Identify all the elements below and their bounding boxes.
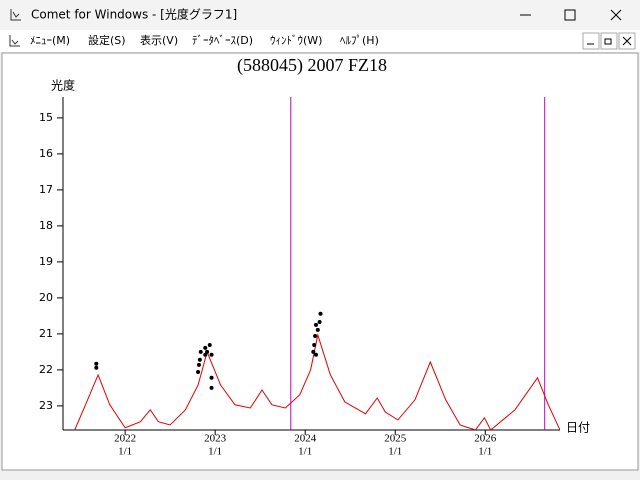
- observation-point: [203, 352, 208, 357]
- x-axis-label: 日付: [566, 421, 590, 435]
- menu-item[interactable]: 設定(S): [88, 33, 126, 47]
- x-tick-label: 2026: [474, 433, 497, 445]
- observation-point: [209, 385, 214, 390]
- menu-item[interactable]: ﾍﾙﾌﾟ(H): [340, 34, 379, 47]
- x-tick-label: 2022: [114, 433, 136, 445]
- observation-point: [313, 334, 318, 339]
- observation-point: [209, 375, 214, 380]
- observation-point: [198, 349, 203, 354]
- mdi-restore[interactable]: [600, 32, 618, 50]
- y-tick-label: 22: [39, 363, 53, 376]
- chart-title: (588045) 2007 FZ18: [237, 55, 387, 76]
- observation-point: [205, 349, 210, 354]
- maximize-button[interactable]: [564, 9, 576, 21]
- window-title: Comet for Windows - [光度グラフ1]: [31, 7, 237, 22]
- menu-bar: [0, 30, 640, 52]
- observation-point: [94, 365, 99, 370]
- observation-point: [312, 343, 317, 348]
- observation-point: [314, 322, 319, 327]
- x-tick-label: 2023: [204, 433, 227, 445]
- app-icon: [10, 9, 21, 21]
- mdi-controls: [582, 32, 636, 50]
- y-tick-label: 23: [39, 399, 53, 412]
- observation-point: [197, 357, 202, 362]
- y-tick-label: 19: [39, 255, 53, 268]
- y-tick-label: 15: [39, 111, 53, 124]
- x-tick-label: 2025: [384, 433, 407, 445]
- observation-point: [196, 362, 201, 367]
- menu-item[interactable]: ﾒﾆｭｰ(M): [30, 34, 70, 47]
- observation-point: [311, 349, 316, 354]
- observation-point: [315, 327, 320, 332]
- x-tick-sublabel: 1/1: [388, 446, 402, 458]
- title-bar: [0, 0, 640, 30]
- observation-point: [314, 352, 319, 357]
- mdi-icon: [9, 35, 20, 47]
- y-tick-label: 18: [39, 219, 53, 232]
- x-tick-sublabel: 1/1: [118, 446, 132, 458]
- observation-point: [317, 320, 322, 324]
- x-tick-sublabel: 1/1: [298, 446, 312, 458]
- y-tick-label: 21: [39, 327, 53, 340]
- menu-item[interactable]: 表示(V): [140, 33, 178, 47]
- menu-item[interactable]: ﾃﾞｰﾀﾍﾞｰｽ(D): [192, 34, 253, 47]
- x-tick-sublabel: 1/1: [208, 446, 222, 458]
- menu-item[interactable]: ｳｨﾝﾄﾞｳ(W): [270, 34, 322, 47]
- y-tick-label: 17: [39, 183, 53, 196]
- observation-point: [209, 352, 214, 357]
- x-tick-label: 2024: [294, 433, 317, 445]
- y-tick-label: 16: [39, 147, 53, 160]
- observation-point: [94, 361, 99, 366]
- mdi-minimize[interactable]: [582, 32, 600, 50]
- observation-point: [318, 311, 323, 316]
- plot-clip: [74, 311, 560, 430]
- x-tick-sublabel: 1/1: [478, 446, 492, 458]
- y-tick-label: 20: [39, 291, 53, 304]
- y-axis-label: 光度: [51, 78, 75, 93]
- observation-point: [207, 343, 212, 348]
- magnitude-curve: [74, 333, 560, 430]
- chart-area: [1, 52, 639, 471]
- close-button[interactable]: [610, 9, 622, 21]
- observation-point: [196, 370, 201, 375]
- observation-point: [203, 345, 208, 350]
